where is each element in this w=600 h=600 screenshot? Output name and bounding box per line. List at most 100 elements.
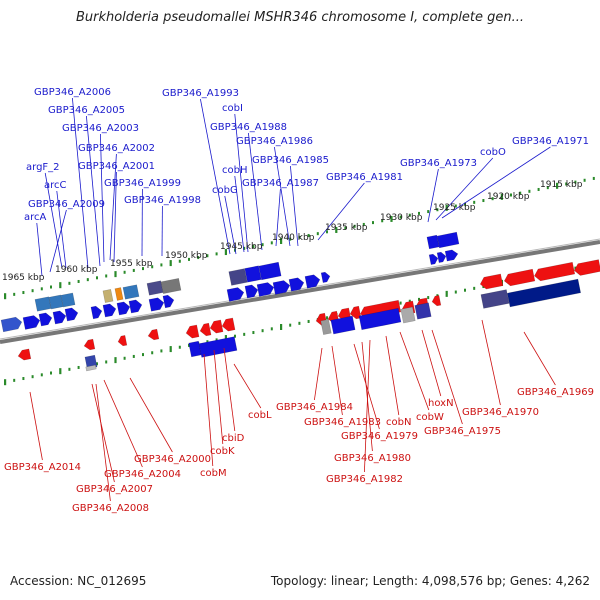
gene-block [85,364,97,372]
scale-tick [123,270,126,274]
leader-line [100,133,105,263]
scale-tick [261,243,264,247]
reverse-gene-arrow [185,324,200,339]
scale-tick [206,340,209,344]
leader-line [72,97,89,269]
scale-tick [298,235,301,239]
scale-tick [40,287,43,291]
reverse-gene-arrow [117,335,128,347]
reverse-gene-arrow [147,328,160,341]
leader-line [224,195,237,255]
scale-tick [280,238,283,244]
scale-tick [270,241,273,245]
leader-line [234,175,245,253]
leader-line [427,168,439,223]
scale-tick [261,329,264,333]
gene-label-GBP346_A2004: GBP346_A2004 [104,469,181,480]
leader-line [203,353,214,467]
gene-label-GBP346_A1982: GBP346_A1982 [326,474,403,485]
scale-tick [427,210,430,214]
leader-line [95,383,111,502]
gene-block [358,307,402,331]
gene-block [198,336,238,358]
reverse-gene-arrow [209,319,224,334]
scale-tick [326,316,328,320]
gene-label-cobL: cobL [248,410,272,421]
gene-block [330,315,356,335]
gene-label-argF_2: argF_2 [26,162,60,173]
gene-block [436,231,460,249]
leader-line [234,113,249,253]
forward-gene-labels: GBP346_A2006 GBP346_A2005 GBP346_A2003 GBP3… [24,87,589,223]
leader-line [364,339,371,473]
reverse-gene-arrow [83,338,96,351]
leader-line [233,363,262,409]
gene-label-GBP346_A2007: GBP346_A2007 [76,484,153,495]
forward-gene-arrow [102,303,117,318]
scale-tick [59,282,62,289]
gene-label-GBP346_A1993: GBP346_A1993 [162,88,239,99]
scale-tick [206,254,209,258]
leader-line [361,341,373,452]
gene-label-GBP346_A1983: GBP346_A1983 [304,417,381,428]
leader-line [353,343,380,430]
scale-tick [335,226,338,233]
gene-features [0,231,600,372]
scale-tick [473,200,476,204]
leader-line [431,329,463,425]
scale-tick [500,193,503,200]
gene-label-arcC: arcC [44,180,67,191]
forward-gene-arrow [226,287,245,302]
scale-tick [142,353,144,357]
scale-tick [372,221,374,225]
scale-label: 1965 kbp [2,273,45,283]
scale-tick [583,178,586,182]
scale-tick [22,377,25,381]
forward-gene-arrow [0,316,23,333]
scale-tick [96,276,98,280]
scale-tick [353,224,356,228]
scale-tick [316,232,319,236]
scale-tick [215,338,218,342]
scale-tick [491,197,494,201]
scale-tick [151,351,154,355]
gene-label-GBP346_A1969: GBP346_A1969 [517,387,594,398]
gene-label-GBP346_A1984: GBP346_A1984 [276,402,353,413]
scale-label: 1920 kbp [487,192,530,202]
scale-label: 1955 kbp [110,259,153,269]
gene-block [258,261,282,281]
gene-block [146,280,164,296]
leader-line [129,377,173,453]
leader-line [314,347,323,401]
forward-gene-arrow [52,310,67,325]
reverse-gene-arrow [534,261,576,282]
label-leader-lines [29,97,556,502]
scale-tick [528,189,531,193]
backbone-line [0,240,600,344]
forward-gene-arrow [38,312,53,327]
scale-tick [252,331,255,335]
leader-line [44,172,63,269]
scale-tick [68,367,71,371]
scale-tick [13,378,16,382]
scale-tick [132,268,135,272]
scale-tick [160,349,163,353]
gene-label-GBP346_A2006: GBP346_A2006 [34,87,111,98]
scale-tick [114,357,117,364]
scale-label: 1945 kbp [220,242,263,252]
reverse-gene-arrow [17,348,32,361]
gene-label-GBP346_A1986: GBP346_A1986 [236,136,313,147]
forward-gene-arrow [288,277,305,292]
leader-line [86,115,101,267]
scale-label: 1915 kbp [540,180,583,190]
scale-tick [86,278,89,282]
scale-tick [13,292,16,296]
scale-tick [123,356,126,360]
gene-block [102,289,114,303]
gene-label-GBP346_A1985: GBP346_A1985 [252,155,329,166]
gene-block [48,294,64,310]
scale-tick [59,368,62,375]
forward-gene-arrow [320,271,331,283]
